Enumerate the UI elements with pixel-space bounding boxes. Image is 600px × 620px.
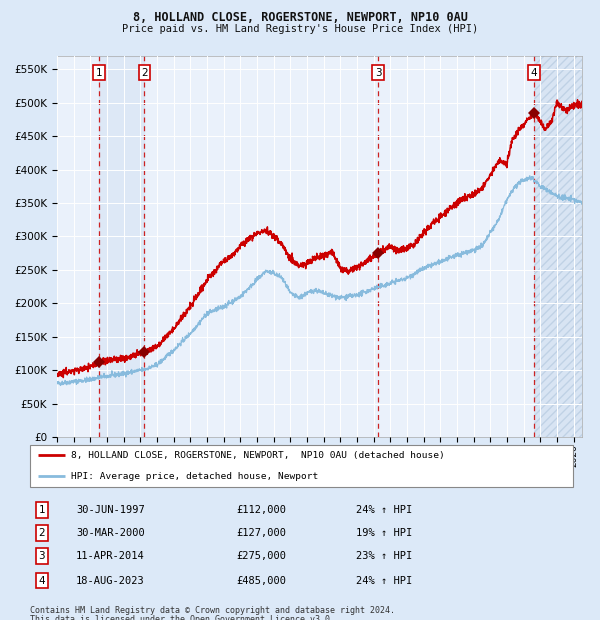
Text: 4: 4 xyxy=(38,575,45,585)
Text: 2: 2 xyxy=(38,528,45,538)
Text: 18-AUG-2023: 18-AUG-2023 xyxy=(76,575,145,585)
Text: 11-APR-2014: 11-APR-2014 xyxy=(76,551,145,561)
Text: 1: 1 xyxy=(38,505,45,515)
Text: 23% ↑ HPI: 23% ↑ HPI xyxy=(356,551,412,561)
Text: Contains HM Land Registry data © Crown copyright and database right 2024.: Contains HM Land Registry data © Crown c… xyxy=(30,606,395,616)
Text: 30-MAR-2000: 30-MAR-2000 xyxy=(76,528,145,538)
Text: 3: 3 xyxy=(375,68,382,78)
Text: £275,000: £275,000 xyxy=(236,551,286,561)
Text: 24% ↑ HPI: 24% ↑ HPI xyxy=(356,505,412,515)
Text: Price paid vs. HM Land Registry's House Price Index (HPI): Price paid vs. HM Land Registry's House … xyxy=(122,24,478,33)
Text: HPI: Average price, detached house, Newport: HPI: Average price, detached house, Newp… xyxy=(71,472,318,480)
Bar xyxy=(98,56,145,437)
Text: 19% ↑ HPI: 19% ↑ HPI xyxy=(356,528,412,538)
Bar xyxy=(534,56,582,437)
Text: 3: 3 xyxy=(38,551,45,561)
Text: 8, HOLLAND CLOSE, ROGERSTONE, NEWPORT,  NP10 0AU (detached house): 8, HOLLAND CLOSE, ROGERSTONE, NEWPORT, N… xyxy=(71,451,445,459)
Text: 24% ↑ HPI: 24% ↑ HPI xyxy=(356,575,412,585)
Text: £127,000: £127,000 xyxy=(236,528,286,538)
Text: £112,000: £112,000 xyxy=(236,505,286,515)
Text: This data is licensed under the Open Government Licence v3.0.: This data is licensed under the Open Gov… xyxy=(30,615,335,620)
Text: 1: 1 xyxy=(95,68,102,78)
Text: £485,000: £485,000 xyxy=(236,575,286,585)
Text: 8, HOLLAND CLOSE, ROGERSTONE, NEWPORT, NP10 0AU: 8, HOLLAND CLOSE, ROGERSTONE, NEWPORT, N… xyxy=(133,11,467,24)
Text: 4: 4 xyxy=(531,68,538,78)
Text: 2: 2 xyxy=(141,68,148,78)
FancyBboxPatch shape xyxy=(30,445,573,487)
Text: 30-JUN-1997: 30-JUN-1997 xyxy=(76,505,145,515)
